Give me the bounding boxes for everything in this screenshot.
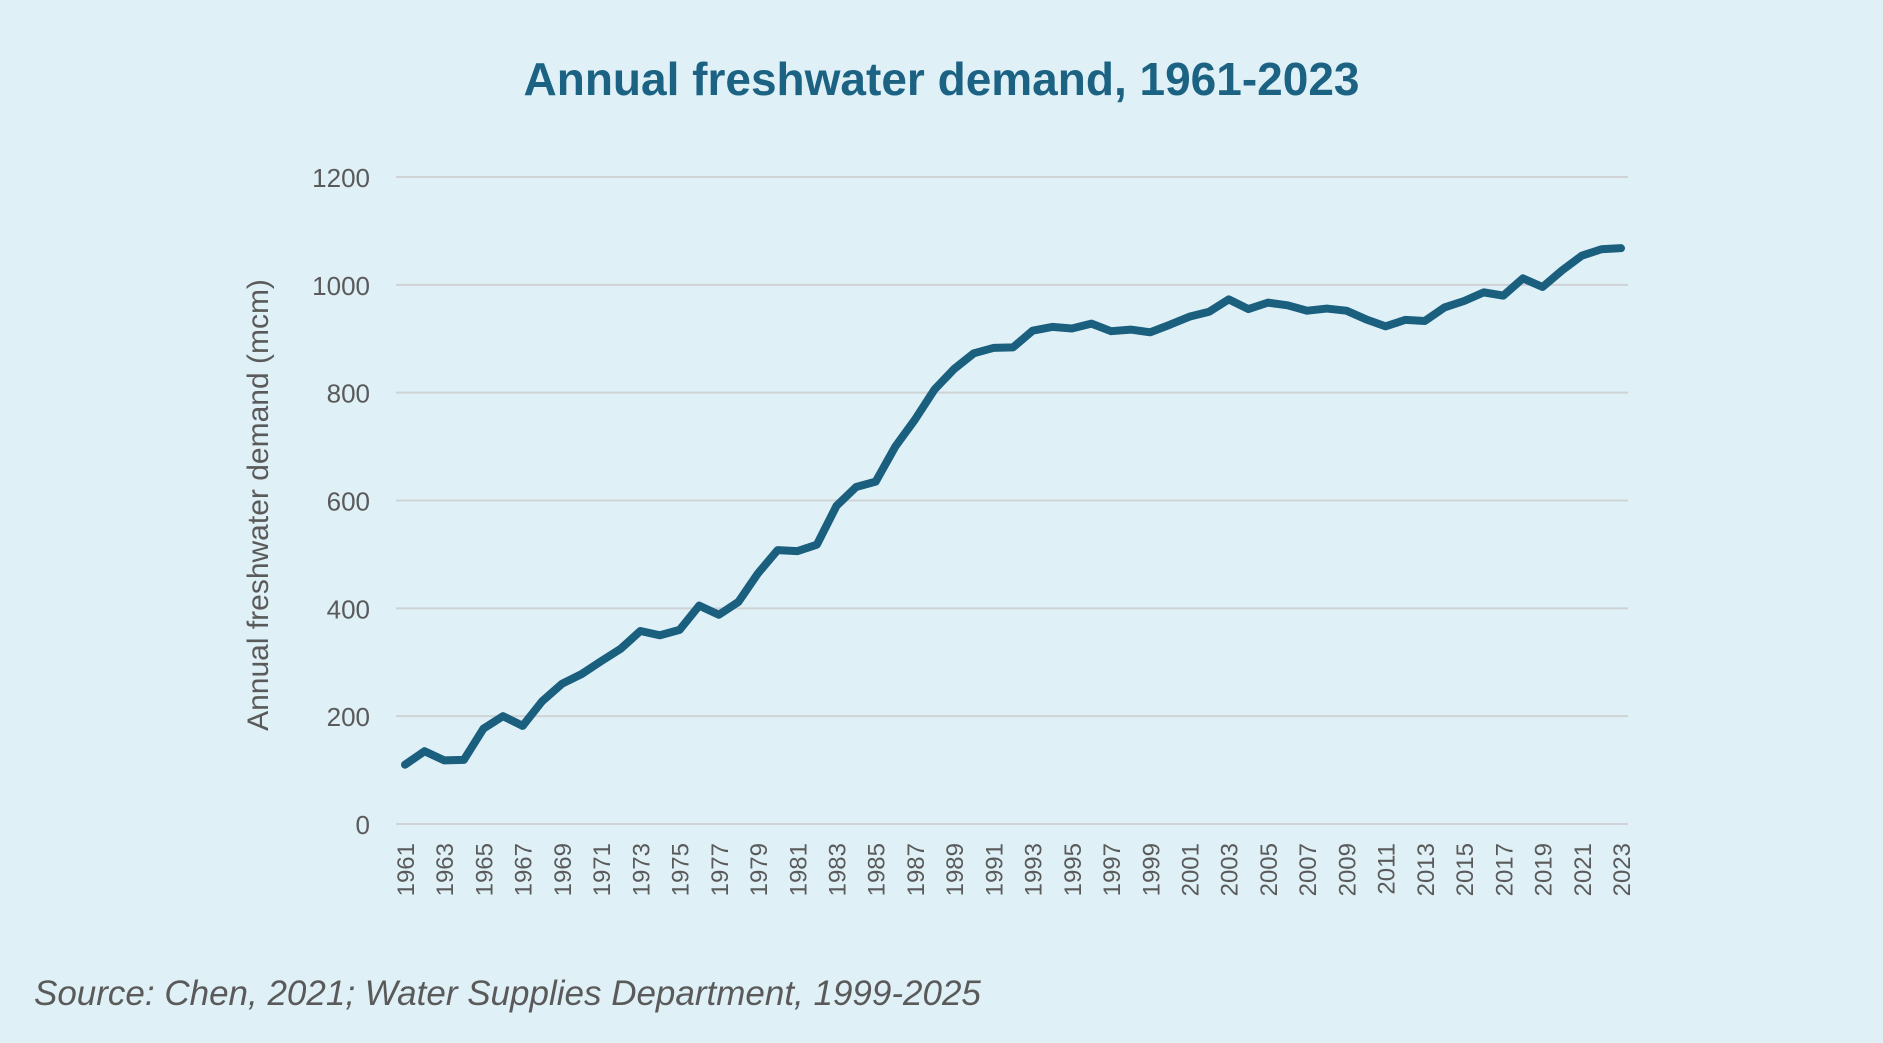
x-tick-label: 1967 — [511, 843, 538, 896]
x-tick-label: 1961 — [393, 843, 420, 896]
x-tick-label: 1979 — [746, 843, 773, 896]
chart-title: Annual freshwater demand, 1961-2023 — [523, 53, 1360, 105]
x-tick-label: 1985 — [864, 843, 891, 896]
gridlines — [396, 176, 1628, 825]
x-tick-label: 2009 — [1334, 843, 1361, 896]
y-tick-label: 200 — [327, 702, 370, 732]
x-tick-label: 2015 — [1452, 843, 1479, 896]
x-tick-label: 1989 — [942, 843, 969, 896]
x-tick-label: 1973 — [628, 843, 655, 896]
x-tick-label: 2007 — [1295, 843, 1322, 896]
y-tick-label: 1000 — [312, 271, 370, 301]
x-tick-label: 1995 — [1060, 843, 1087, 896]
x-tick-label: 2021 — [1570, 843, 1597, 896]
y-axis-label: Annual freshwater demand (mcm) — [242, 279, 275, 731]
x-tick-label: 1977 — [707, 843, 734, 896]
x-tick-label: 1981 — [785, 843, 812, 896]
x-tick-label: 1993 — [1021, 843, 1048, 896]
series-group — [401, 244, 1625, 769]
y-axis-ticks: 0 200 400 600 800 1000 1200 — [312, 163, 370, 840]
x-tick-label: 1975 — [668, 843, 695, 896]
x-tick-label: 1969 — [550, 843, 577, 896]
x-tick-label: 1963 — [432, 843, 459, 896]
x-tick-label: 2005 — [1256, 843, 1283, 896]
y-tick-label: 400 — [327, 594, 370, 624]
y-tick-label: 1200 — [312, 163, 370, 193]
x-tick-label: 1997 — [1099, 843, 1126, 896]
x-axis-ticks: 1961 1963 1965 1967 1969 1971 1973 1975 1977 1979… — [393, 843, 1636, 896]
y-tick-label: 800 — [327, 379, 370, 409]
series-line-0 — [401, 244, 1625, 769]
x-tick-label: 2013 — [1413, 843, 1440, 896]
y-tick-label: 0 — [356, 810, 370, 840]
x-tick-label: 1971 — [589, 843, 616, 896]
x-tick-label: 2001 — [1178, 843, 1205, 896]
x-tick-label: 1987 — [903, 843, 930, 896]
x-tick-label: 1965 — [471, 843, 498, 896]
x-tick-label: 1983 — [824, 843, 851, 896]
x-tick-label: 1991 — [981, 843, 1008, 896]
x-tick-label: 2017 — [1491, 843, 1518, 896]
x-tick-label: 1999 — [1138, 843, 1165, 896]
x-tick-label: 2019 — [1531, 843, 1558, 896]
x-tick-label: 2023 — [1609, 843, 1636, 896]
x-tick-label: 2003 — [1217, 843, 1244, 896]
source-note: Source: Chen, 2021; Water Supplies Depar… — [34, 974, 981, 1013]
x-tick-label: 2011 — [1374, 843, 1401, 895]
y-tick-label: 600 — [327, 487, 370, 517]
